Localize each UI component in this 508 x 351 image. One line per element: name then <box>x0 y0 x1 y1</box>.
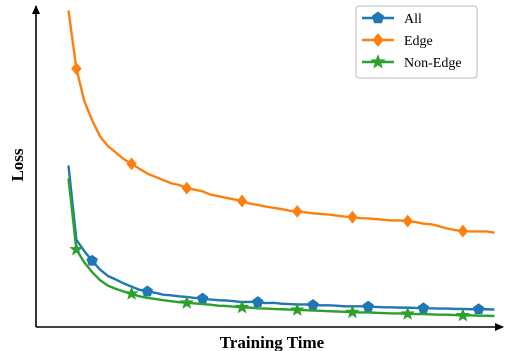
data-point-all <box>307 299 319 310</box>
data-point-non-edge <box>345 304 360 319</box>
series-line-edge <box>67 10 495 234</box>
legend-item-non-edge: Non-Edge <box>362 53 462 71</box>
legend-item-edge: Edge <box>362 33 433 49</box>
data-point-edge <box>236 194 248 208</box>
legend-marker-edge <box>372 33 384 47</box>
y-axis-title: Loss <box>8 148 27 181</box>
legend-label-non-edge: Non-Edge <box>404 56 462 71</box>
data-point-non-edge <box>234 299 250 314</box>
legend-item-all: All <box>362 11 422 27</box>
data-point-non-edge <box>290 302 305 316</box>
data-point-all <box>252 296 264 307</box>
legend: All Edge Non-Edge <box>355 5 478 79</box>
data-point-non-edge <box>124 286 139 300</box>
x-axis-title: Training Time <box>220 333 325 351</box>
legend-frame <box>355 5 478 79</box>
data-point-all <box>472 303 485 315</box>
data-point-non-edge <box>455 307 470 322</box>
series-all <box>67 165 495 315</box>
data-point-edge <box>126 157 137 171</box>
data-point-edge <box>292 204 303 218</box>
data-point-non-edge <box>179 295 194 309</box>
data-point-all <box>362 300 374 312</box>
data-point-non-edge <box>400 306 415 320</box>
series-edge <box>67 10 495 238</box>
data-point-edge <box>71 62 82 76</box>
series-line-non-edge <box>67 178 495 318</box>
series-line-all <box>67 165 495 311</box>
data-point-edge <box>347 210 358 224</box>
legend-marker-non-edge <box>370 53 386 69</box>
data-point-edge <box>402 214 413 228</box>
data-point-non-edge <box>69 242 84 256</box>
data-point-all <box>196 292 209 304</box>
data-point-edge <box>181 181 192 195</box>
data-point-edge <box>457 224 469 238</box>
series-non-edge <box>67 178 495 322</box>
data-point-all <box>141 285 154 297</box>
legend-marker-all <box>371 11 385 24</box>
legend-label-edge: Edge <box>404 34 433 49</box>
legend-label-all: All <box>404 12 422 27</box>
data-point-all <box>86 254 98 266</box>
plot-area <box>67 10 495 322</box>
data-point-all <box>417 302 430 314</box>
